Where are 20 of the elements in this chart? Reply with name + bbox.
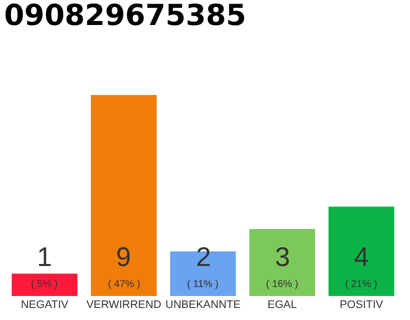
x-tick-label: UNBEKANNTE: [165, 299, 241, 311]
x-tick-label: VERWIRREND: [86, 299, 162, 311]
data-label: 1: [37, 242, 52, 272]
chart-title: 090829675385: [4, 0, 246, 32]
annotation: ( 16% ): [266, 279, 298, 290]
annotation: ( 5% ): [31, 279, 58, 290]
data-label: 3: [275, 242, 290, 272]
bar: [90, 95, 157, 296]
data-label: 4: [354, 242, 370, 272]
bar: [12, 274, 78, 296]
annotation: ( 21% ): [345, 279, 378, 290]
annotation: ( 11% ): [187, 279, 218, 290]
data-label: 2: [196, 242, 212, 272]
x-tick-label: POSITIV: [340, 299, 384, 311]
annotation: ( 47% ): [108, 279, 140, 290]
bar: [328, 206, 394, 296]
data-label: 9: [116, 242, 132, 272]
x-tick-label: EGAL: [268, 299, 297, 311]
x-tick-label: NEGATIV: [20, 299, 69, 311]
bar: [249, 229, 316, 296]
